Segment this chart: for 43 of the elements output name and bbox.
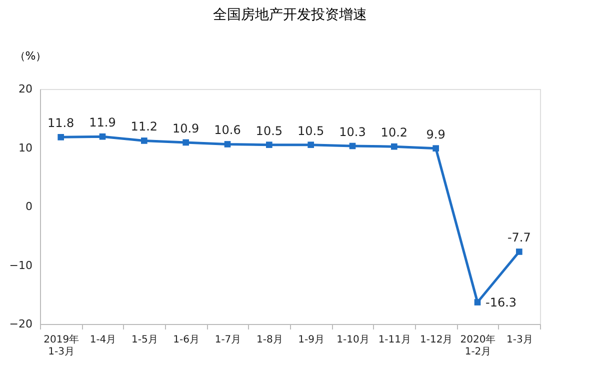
data-label: 11.2 [130,120,158,134]
point [224,141,231,148]
y-tick-label: 20 [18,82,32,96]
data-label: 9.9 [426,127,446,142]
data-label: 11.8 [47,116,74,130]
x-tick-label: 1-10月 [336,334,370,346]
x-tick-label: 1-5月 [131,334,158,346]
y-tick-label: 10 [18,141,32,154]
point [391,143,398,150]
y-tick-label: 0 [26,200,32,213]
point [58,134,64,140]
x-tick-label: 1-6月 [173,334,200,346]
x-tick-label: 1-12月 [420,334,453,346]
data-label: 10.5 [256,124,283,138]
x-tick-label: 1-7月 [214,334,242,346]
x-tick-label: 2019年 1-3月 [44,334,80,358]
data-label: 10.5 [297,124,324,138]
data-label: 10.3 [339,124,366,139]
data-label: -7.7 [507,230,531,245]
y-tick-label: −10 [9,258,32,272]
point [432,145,439,152]
point [516,248,522,255]
data-label: -16.3 [486,295,517,310]
y-axis-title: （%） [14,50,47,62]
chart-title: 全国房地产开发投资增速 [213,7,367,23]
point [266,142,272,148]
point [474,299,481,306]
point [141,138,148,144]
data-label: 10.2 [380,126,408,140]
point [182,139,189,146]
x-tick-label: 1-8月 [256,334,283,346]
data-label: 10.6 [214,123,241,138]
y-tick-label: −20 [9,318,32,330]
x-tick-label: 1-9月 [298,334,325,346]
data-label: 11.9 [89,116,116,130]
data-label: 10.9 [172,121,200,136]
point [349,142,356,150]
x-tick-label: 2020年 1-2月 [460,334,496,358]
x-tick-label: 1-3月 [506,334,533,346]
point [308,142,314,148]
x-tick-label: 1-4月 [90,334,116,346]
point [99,133,106,140]
x-tick-label: 1-11月 [378,334,412,346]
